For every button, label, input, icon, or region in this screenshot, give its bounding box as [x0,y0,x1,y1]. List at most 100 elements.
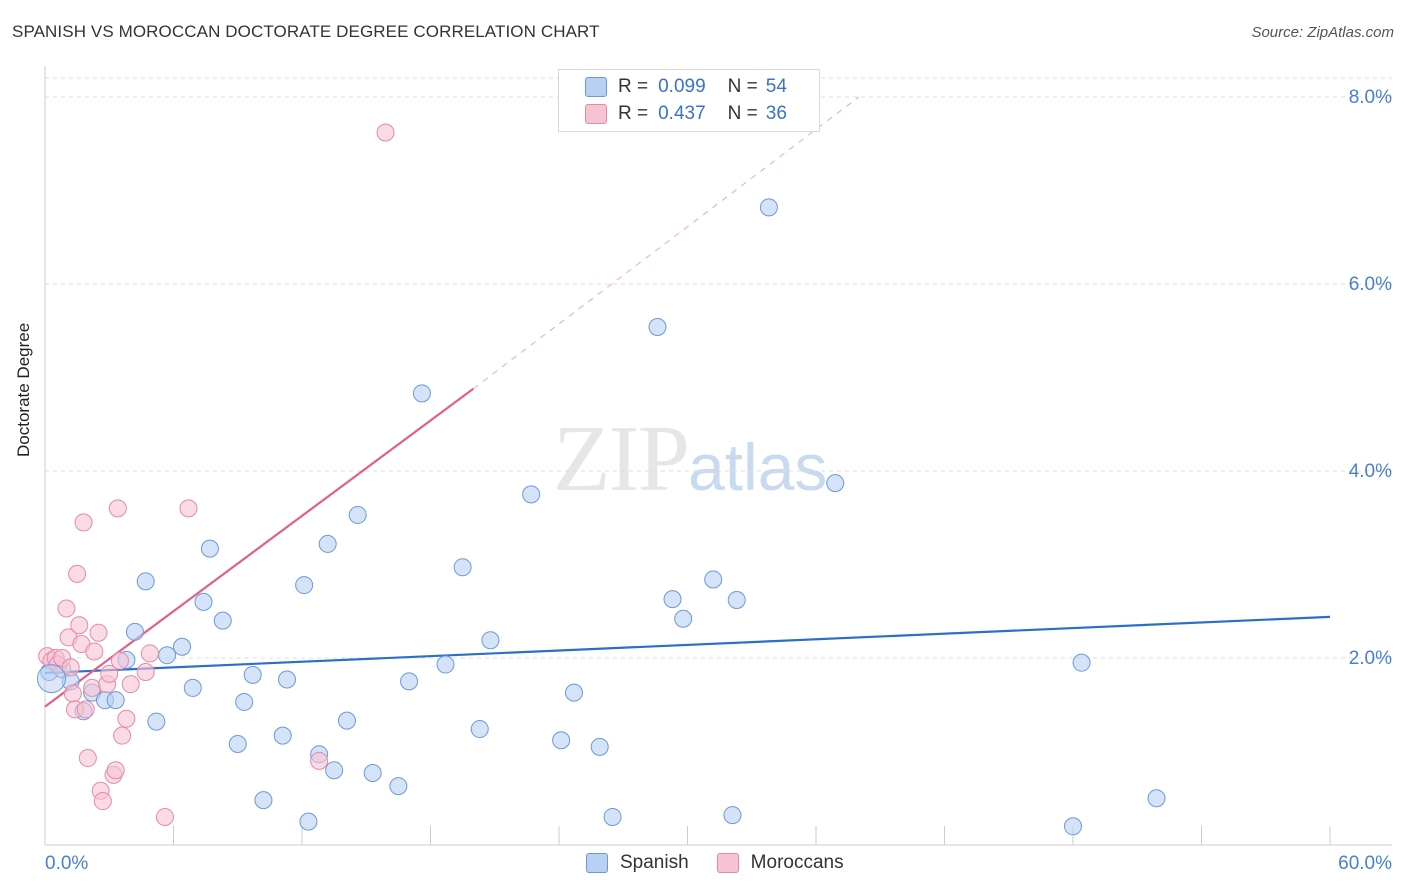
spanish-point [552,731,571,750]
data-points [36,123,1166,836]
moroccan-point [61,658,80,677]
r-value: 0.099 [658,76,706,97]
spanish-point [648,318,667,337]
spanish-point [481,631,500,650]
spanish-point [125,622,144,641]
moroccan-swatch [716,853,739,873]
y-tick-label: 8.0% [1349,87,1392,108]
moroccan-point [155,807,174,826]
spanish-point [147,712,166,731]
spanish-point [213,611,232,630]
moroccan-point [310,751,329,770]
spanish-point [723,806,742,825]
r-value: 0.437 [658,103,706,124]
legend-label-spanish: Spanish [620,852,689,873]
moroccan-point [136,663,155,682]
spanish-point [453,558,472,577]
spanish-point [106,691,125,710]
spanish-point [470,720,489,739]
spanish-point [228,735,247,754]
moroccan-point [78,749,97,768]
moroccan-point [89,623,108,642]
spanish-point [348,505,367,524]
spanish-point [36,664,66,694]
watermark-zip: ZIP [553,407,690,511]
moroccan-point [110,651,129,670]
spanish-point [254,791,273,810]
legend-item-moroccans[interactable]: Moroccans [716,852,844,874]
spanish-point [564,683,583,702]
spanish-point [243,665,262,684]
moroccan-trend-line [44,387,474,708]
moroccan-point [74,513,93,532]
spanish-point [318,534,337,553]
spanish-point [436,655,455,674]
moroccan-swatch [585,104,607,124]
n-value: 54 [765,76,787,97]
spanish-point [295,576,314,595]
moroccan-point [376,123,395,142]
spanish-point [590,737,609,756]
spanish-point [826,474,845,493]
spanish-point [325,761,344,780]
spanish-point [278,670,297,689]
spanish-point [200,539,219,558]
y-tick-label: 4.0% [1349,461,1392,482]
legend-label-moroccans: Moroccans [750,852,844,873]
moroccan-point [108,499,127,518]
spanish-point [363,764,382,783]
tick-labels: 2.0% 4.0% 6.0% 8.0% 0.0% 60.0% [45,87,1392,874]
spanish-point [727,591,746,610]
spanish-point [389,777,408,796]
spanish-point [663,590,682,609]
moroccan-point [106,761,125,780]
spanish-point [136,572,155,591]
spanish-point [337,711,356,730]
moroccan-point [68,564,87,583]
stats-legend: R = 0.099 N = 54 R = 0.437 N = 36 [558,69,820,132]
spanish-point [412,384,431,403]
source-credit: Source: ZipAtlas.com [1251,24,1394,41]
legend-row-moroccan: R = 0.437 N = 36 [585,103,787,125]
moroccan-point [121,675,140,694]
moroccan-point [100,664,119,683]
x-tick-label: 0.0% [45,853,88,874]
spanish-point [194,592,213,611]
moroccan-point [179,499,198,518]
n-value: 36 [765,103,787,124]
series-legend: Spanish Moroccans [586,852,872,874]
moroccan-point [85,642,104,661]
spanish-point [400,672,419,691]
y-tick-label: 2.0% [1349,648,1392,669]
spanish-point [173,637,192,656]
spanish-point [1064,817,1082,836]
spanish-point [704,570,723,589]
moroccan-point [70,616,89,635]
grid [45,77,1392,659]
y-tick-label: 6.0% [1349,274,1392,295]
legend-item-spanish[interactable]: Spanish [586,852,689,874]
moroccan-point [113,726,132,745]
spanish-point [158,646,177,665]
n-label: N = [727,76,758,97]
moroccan-point [140,644,159,663]
spanish-point [1147,789,1166,808]
moroccan-point [76,700,95,719]
spanish-point [235,692,254,711]
moroccan-point [93,792,112,811]
spanish-swatch [586,853,608,873]
moroccan-point [117,709,136,728]
x-tick-label: 60.0% [1338,853,1392,874]
spanish-point [273,726,292,745]
r-label: R = [618,103,649,124]
spanish-point [1072,653,1091,672]
moroccan-trend-extension [473,96,860,390]
spanish-point [183,678,202,697]
n-label: N = [727,103,758,124]
spanish-point [674,609,693,628]
spanish-point [299,812,318,831]
watermark-atlas: atlas [688,430,828,504]
moroccan-point [83,678,102,697]
spanish-trend-line [44,615,1331,675]
